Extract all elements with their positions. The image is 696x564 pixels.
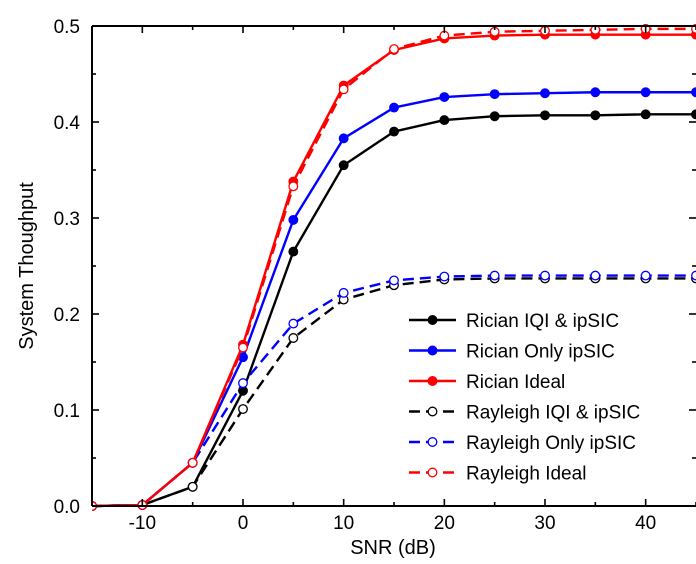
legend-marker-swatch — [427, 315, 438, 325]
legend-marker-swatch — [427, 437, 438, 447]
y-tick-label: 0.0 — [54, 497, 80, 518]
legend-item: Rician Ideal — [409, 372, 565, 393]
data-point-s1-12 — [640, 109, 651, 120]
legend-item: Rician Only ipSIC — [409, 342, 615, 363]
data-point-s4-4 — [238, 404, 248, 414]
legend-item: Rayleigh Ideal — [409, 464, 586, 485]
x-tick-label: 30 — [534, 513, 555, 534]
x-tick-label: 40 — [635, 513, 656, 534]
legend-label: Rician Only ipSIC — [466, 342, 615, 363]
data-point-s2-12 — [640, 87, 651, 98]
data-point-s5-10 — [540, 270, 550, 281]
x-axis-label: SNR (dB) — [350, 537, 436, 559]
y-tick-label: 0.4 — [54, 113, 81, 134]
data-point-s1-13 — [691, 109, 696, 120]
data-point-s5-4 — [238, 378, 248, 389]
legend-label: Rayleigh IQI & ipSIC — [466, 403, 640, 424]
legend-label: Rayleigh Only ipSIC — [466, 433, 636, 454]
data-point-s1-10 — [540, 110, 550, 121]
legend-marker-swatch — [427, 376, 438, 386]
data-point-s2-11 — [590, 87, 601, 98]
legend-item: Rayleigh IQI & ipSIC — [409, 403, 640, 424]
legend-item: Rician IQI & ipSIC — [409, 311, 619, 332]
data-point-s6-5 — [288, 181, 299, 192]
legend-item: Rayleigh Only ipSIC — [409, 433, 636, 454]
y-tick-label: 0.5 — [54, 17, 80, 38]
data-point-s6-3 — [187, 457, 198, 468]
y-tick-label: 0.3 — [54, 209, 80, 230]
data-point-s5-6 — [338, 287, 349, 298]
data-point-s4-3 — [187, 481, 198, 492]
data-point-s2-5 — [288, 214, 299, 225]
legend-label: Rayleigh Ideal — [466, 464, 586, 485]
x-tick-label: 10 — [333, 513, 354, 534]
data-point-s1-5 — [288, 246, 299, 257]
legend-label: Rician Ideal — [466, 372, 565, 393]
data-point-s2-8 — [439, 92, 450, 102]
data-point-s5-11 — [590, 270, 601, 281]
data-point-s1-6 — [338, 160, 349, 171]
y-tick-label: 0.2 — [54, 305, 80, 326]
data-point-s5-5 — [288, 318, 299, 329]
data-point-s1-9 — [489, 111, 500, 122]
legend: Rician IQI & ipSIC Rician Only ipSIC Ricia… — [409, 311, 640, 485]
legend-label: Rician IQI & ipSIC — [466, 311, 619, 332]
data-point-s5-7 — [389, 275, 399, 286]
data-point-s4-5 — [288, 333, 299, 343]
y-axis-label: System Thoughput — [16, 182, 38, 350]
data-point-s5-8 — [439, 271, 450, 282]
data-point-s5-12 — [640, 270, 651, 281]
x-tick-label: 0 — [238, 513, 249, 534]
data-point-s5-9 — [489, 270, 500, 281]
legend-marker-swatch — [427, 345, 438, 356]
data-point-s2-6 — [338, 133, 349, 144]
data-point-s6-6 — [338, 84, 349, 95]
data-point-s1-7 — [389, 126, 399, 137]
data-point-s2-10 — [540, 88, 550, 99]
y-tick-label: 0.1 — [54, 401, 80, 422]
data-point-s2-13 — [691, 87, 696, 98]
x-tick-label: -10 — [129, 513, 156, 534]
axes: -10 0 10 20 30 40 0.0 0.1 0.2 0.3 0.4 0.5 — [54, 17, 696, 534]
data-point-s6-7 — [389, 44, 399, 54]
legend-marker-swatch — [427, 406, 438, 417]
data-point-s2-9 — [489, 89, 500, 100]
data-point-s1-11 — [590, 110, 601, 121]
data-point-s2-7 — [389, 102, 399, 113]
legend-marker-swatch — [427, 467, 438, 478]
data-point-s1-8 — [439, 115, 450, 126]
data-point-s6-4 — [238, 342, 248, 353]
data-point-s5-13 — [691, 270, 696, 281]
x-tick-label: 20 — [434, 513, 455, 534]
